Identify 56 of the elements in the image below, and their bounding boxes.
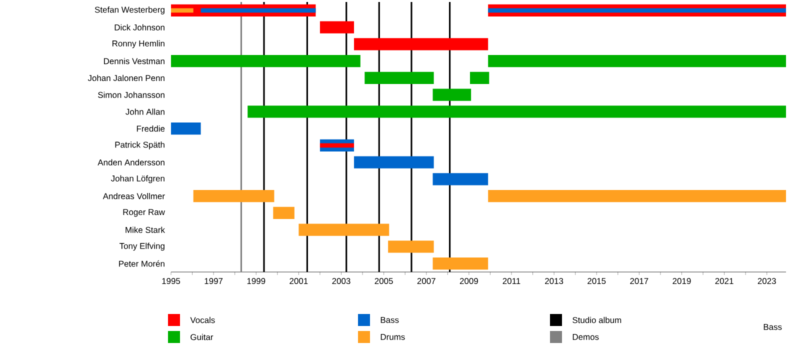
legend-label: Studio album xyxy=(572,316,622,324)
x-tick-label: 1995 xyxy=(162,278,180,284)
legend-label: Bass xyxy=(380,317,399,323)
bar xyxy=(320,21,354,34)
bar xyxy=(354,38,488,50)
y-tick-label: Stefan Westerberg xyxy=(94,6,164,14)
y-tick-label: Roger Raw xyxy=(123,209,165,217)
x-tick-label: 2007 xyxy=(417,278,436,284)
bar xyxy=(488,54,786,68)
text: Bass xyxy=(764,324,782,330)
legend-label: Vocals xyxy=(190,316,215,324)
legend-label: Guitar xyxy=(190,334,214,340)
y-tick-label: Patrick Späth xyxy=(115,141,164,150)
x-tick-label: 2011 xyxy=(502,278,520,284)
x-tick-label: 2019 xyxy=(672,278,691,284)
legend-label: Demos xyxy=(572,334,599,340)
y-tick-label: Peter Morén xyxy=(119,260,164,267)
x-tick-label: 1997 xyxy=(204,278,223,284)
x-tick-label: 2009 xyxy=(460,278,478,284)
bar xyxy=(488,190,786,202)
y-tick-label: Ronny Hemlin xyxy=(112,40,164,48)
x-tick-label: 2013 xyxy=(545,278,564,284)
legend-label: Drums xyxy=(380,334,405,340)
y-tick-label: Mike Stark xyxy=(126,226,165,233)
bar xyxy=(432,173,488,186)
y-tick-label: Freddie xyxy=(136,125,165,132)
y-tick-label: Simon Johansson xyxy=(98,92,164,98)
x-tick-label: 2001 xyxy=(290,278,308,284)
bar xyxy=(488,8,786,13)
bar xyxy=(171,122,201,135)
bar xyxy=(432,257,488,270)
y-tick-label: Johan Löfgren xyxy=(110,175,164,184)
y-tick-label: John Allan xyxy=(126,108,164,115)
y-tick-label: Dennis Vestman xyxy=(104,58,164,64)
y-tick-label: Tony Elfving xyxy=(120,242,164,251)
x-tick-label: 2017 xyxy=(630,278,648,284)
bar xyxy=(298,224,390,236)
x-tick-label: 2015 xyxy=(588,278,606,284)
y-tick-label: Johan Jalonen Penn xyxy=(88,74,164,82)
x-tick-label: 2005 xyxy=(374,278,393,284)
bar xyxy=(354,156,434,168)
y-tick-label: Andreas Vollmer xyxy=(102,192,165,200)
bar xyxy=(470,72,490,84)
bar xyxy=(273,206,294,220)
x-tick-label: 2023 xyxy=(758,278,776,284)
y-tick-label: Dick Johnson xyxy=(114,24,164,30)
bar xyxy=(171,54,360,68)
y-tick-label: Anden Andersson xyxy=(98,159,164,166)
bar xyxy=(388,240,434,253)
bar xyxy=(364,72,434,84)
bar xyxy=(248,106,786,118)
x-tick-label: 1999 xyxy=(247,278,266,284)
bar xyxy=(193,190,274,202)
bar xyxy=(432,88,472,101)
x-tick-label: 2003 xyxy=(332,278,350,284)
x-tick-label: 2021 xyxy=(715,278,734,284)
